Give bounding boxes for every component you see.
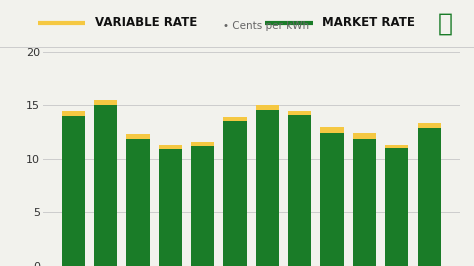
Bar	[418, 123, 441, 128]
Bar	[94, 100, 117, 105]
Bar	[62, 116, 85, 266]
Bar	[62, 111, 85, 116]
Bar	[256, 105, 279, 110]
Bar	[320, 127, 344, 133]
Bar	[288, 111, 311, 115]
Bar	[223, 122, 246, 266]
Text: VARIABLE RATE: VARIABLE RATE	[95, 16, 197, 29]
Bar	[353, 133, 376, 139]
Bar	[191, 146, 214, 266]
Bar	[223, 117, 246, 122]
Bar	[385, 145, 409, 148]
Bar	[191, 142, 214, 146]
Bar	[385, 148, 409, 266]
Text: • Cents per kWh: • Cents per kWh	[223, 20, 309, 31]
Bar	[159, 149, 182, 266]
Bar	[288, 115, 311, 266]
Bar	[127, 134, 150, 139]
Bar	[353, 139, 376, 266]
Bar	[127, 139, 150, 266]
Text: 🌿: 🌿	[438, 11, 453, 35]
Bar	[418, 128, 441, 266]
Bar	[159, 145, 182, 149]
Bar	[320, 133, 344, 266]
Bar	[94, 105, 117, 266]
Text: MARKET RATE: MARKET RATE	[322, 16, 415, 29]
Bar	[256, 110, 279, 266]
